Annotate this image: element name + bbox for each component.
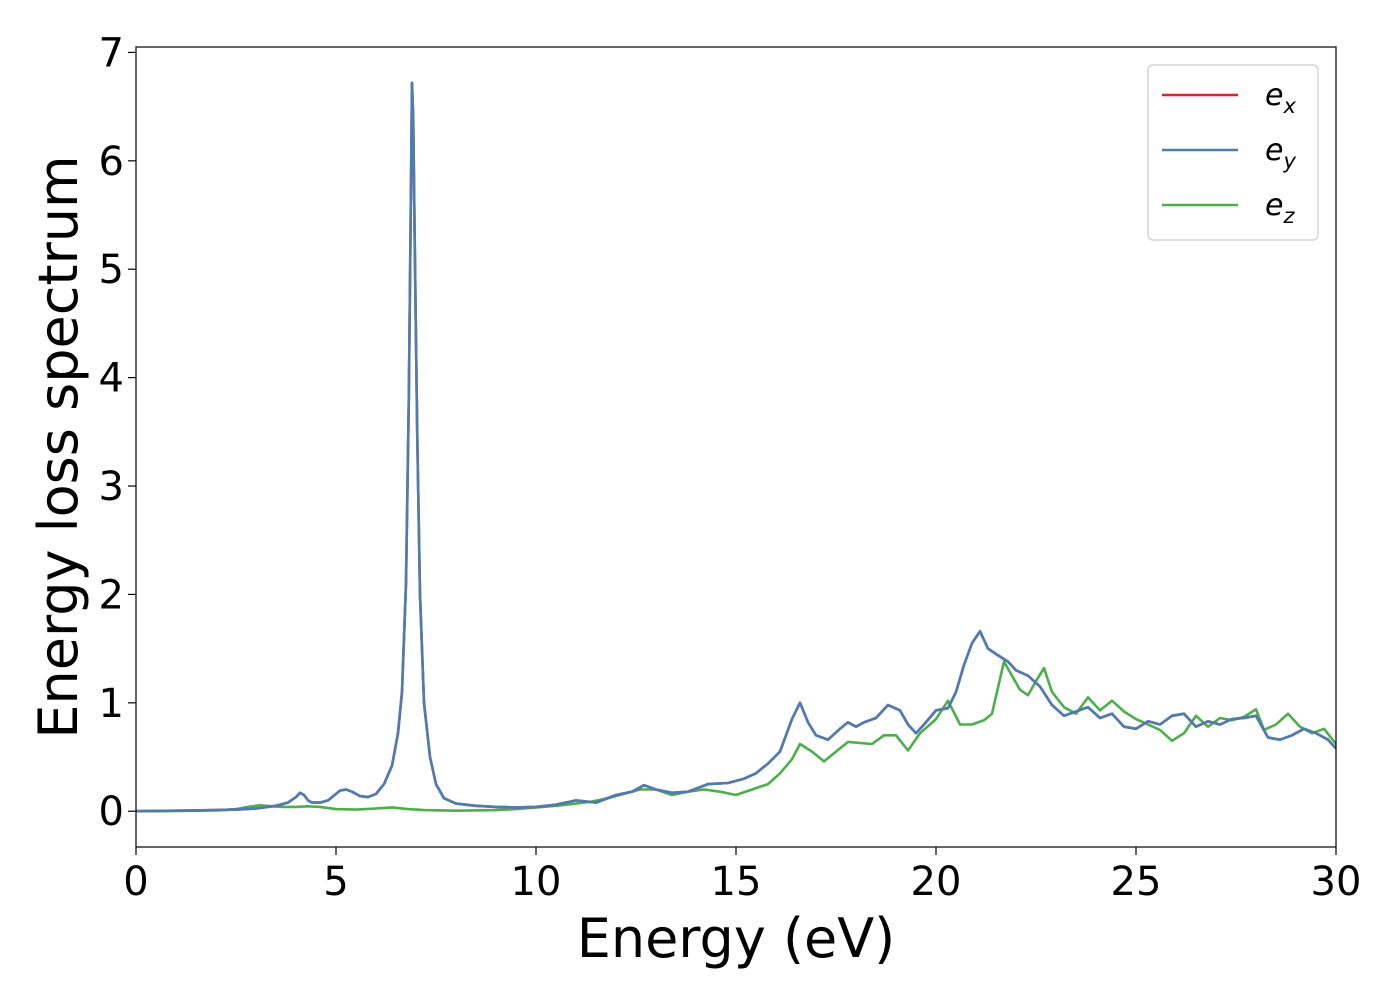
x-tick-label: 20 xyxy=(911,859,962,905)
legend-label-x: ex xyxy=(1265,78,1296,118)
legend-label-y: ey xyxy=(1265,133,1296,173)
y-axis-title: Energy loss spectrum xyxy=(27,155,90,738)
legend-label-subscript: y xyxy=(1282,149,1296,173)
y-tick-label: 3 xyxy=(99,464,124,510)
legend-box xyxy=(1147,64,1319,241)
legend-label-z: ez xyxy=(1265,188,1295,228)
x-axis-title: Energy (eV) xyxy=(577,907,896,970)
x-tick-label: 15 xyxy=(711,859,762,905)
y-tick-label: 0 xyxy=(99,789,124,835)
series-line-z xyxy=(136,660,1336,813)
y-tick-label: 1 xyxy=(99,681,124,727)
legend-label-base: e xyxy=(1265,188,1283,223)
series-line-y xyxy=(136,81,1336,813)
legend-label-base: e xyxy=(1265,133,1283,168)
plot-lines xyxy=(136,81,1336,813)
x-tick-label: 5 xyxy=(323,859,348,905)
x-tick-label: 0 xyxy=(123,859,148,905)
y-axis-ticks: 0 1 2 3 4 5 6 7 xyxy=(99,30,136,835)
legend-label-subscript: z xyxy=(1282,204,1295,228)
legend-label-base: e xyxy=(1265,78,1283,113)
legend-label-subscript: x xyxy=(1282,94,1296,118)
y-tick-label: 6 xyxy=(99,139,124,185)
x-tick-label: 30 xyxy=(1311,859,1362,905)
y-tick-label: 7 xyxy=(99,30,124,76)
y-tick-label: 2 xyxy=(99,572,124,618)
y-tick-label: 5 xyxy=(99,247,124,293)
x-axis-ticks: 0 5 10 15 20 25 30 xyxy=(123,847,1361,905)
y-tick-label: 4 xyxy=(99,356,124,402)
x-tick-label: 10 xyxy=(511,859,562,905)
x-tick-label: 25 xyxy=(1111,859,1162,905)
